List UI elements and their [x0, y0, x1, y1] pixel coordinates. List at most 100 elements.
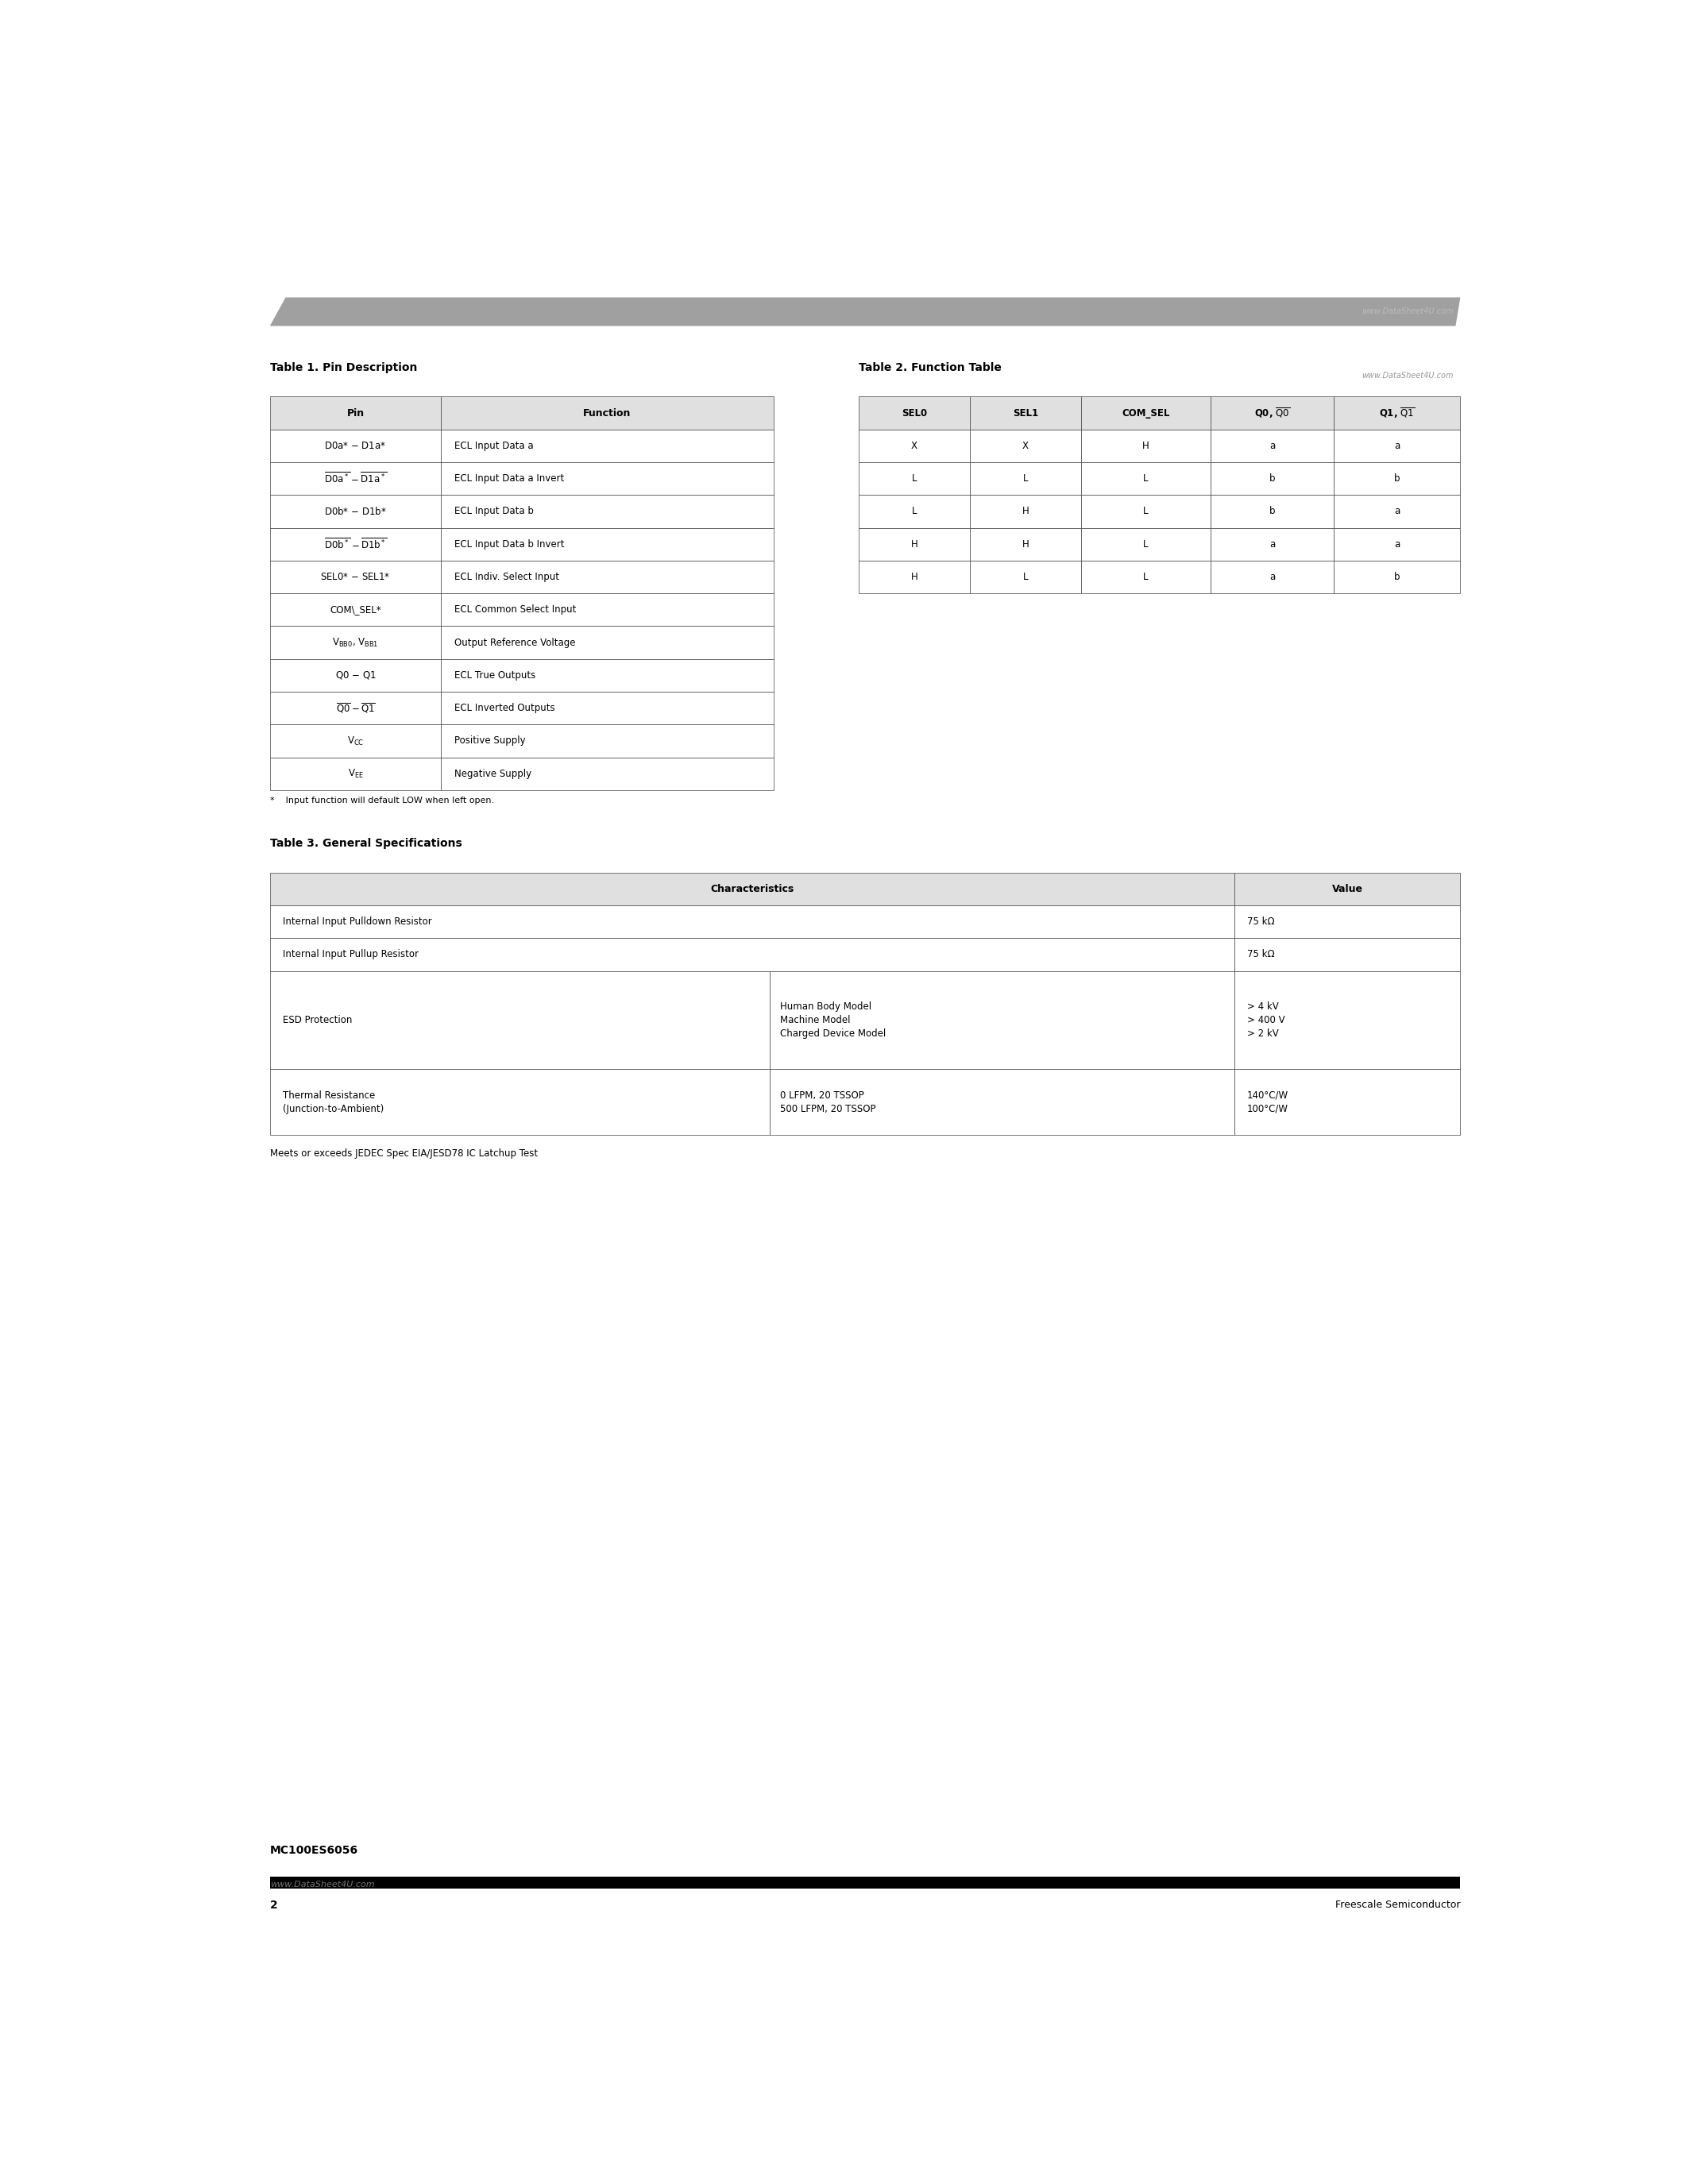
Bar	[1234, 972, 1460, 1070]
Text: Thermal Resistance
(Junction-to-Ambient): Thermal Resistance (Junction-to-Ambient)	[284, 1090, 385, 1114]
Bar	[971, 561, 1082, 594]
Text: Human Body Model
Machine Model
Charged Device Model: Human Body Model Machine Model Charged D…	[780, 1002, 886, 1040]
Text: L: L	[1143, 507, 1148, 518]
Bar	[859, 529, 971, 561]
Bar	[971, 430, 1082, 463]
Text: Output Reference Voltage: Output Reference Voltage	[454, 638, 576, 649]
Text: L: L	[912, 474, 917, 485]
Bar	[270, 397, 441, 430]
Bar	[270, 874, 1234, 906]
Bar	[270, 1876, 1460, 1889]
Bar	[971, 496, 1082, 529]
Bar	[441, 758, 773, 791]
Text: ECL True Outputs: ECL True Outputs	[454, 670, 535, 681]
Bar	[1334, 529, 1460, 561]
Bar	[971, 397, 1082, 430]
Text: Internal Input Pulldown Resistor: Internal Input Pulldown Resistor	[284, 917, 432, 926]
Text: ESD Protection: ESD Protection	[284, 1016, 353, 1024]
Bar	[1234, 906, 1460, 939]
Text: V$_{\mathsf{EE}}$: V$_{\mathsf{EE}}$	[348, 769, 363, 780]
Text: Table 2. Function Table: Table 2. Function Table	[859, 363, 1001, 373]
Bar	[1334, 463, 1460, 496]
Bar	[270, 972, 770, 1070]
Text: SEL0: SEL0	[901, 408, 927, 417]
Bar	[1234, 874, 1460, 906]
Bar	[441, 594, 773, 627]
Text: V$_{\mathsf{BB0}}$, V$_{\mathsf{BB1}}$: V$_{\mathsf{BB0}}$, V$_{\mathsf{BB1}}$	[333, 636, 378, 649]
Text: > 4 kV
> 400 V
> 2 kV: > 4 kV > 400 V > 2 kV	[1247, 1002, 1285, 1040]
Bar	[1234, 939, 1460, 972]
Bar	[441, 660, 773, 692]
Text: COM_SEL: COM_SEL	[1123, 408, 1170, 417]
Text: *    Input function will default LOW when left open.: * Input function will default LOW when l…	[270, 797, 495, 804]
Text: COM\_SEL*: COM\_SEL*	[329, 605, 381, 616]
Text: Q0, $\overline{\mathsf{Q0}}$: Q0, $\overline{\mathsf{Q0}}$	[1254, 406, 1290, 419]
Bar	[1082, 529, 1210, 561]
Bar	[441, 561, 773, 594]
Bar	[441, 529, 773, 561]
Text: X: X	[1023, 441, 1028, 450]
Text: Freescale Semiconductor: Freescale Semiconductor	[1335, 1900, 1460, 1911]
Text: a: a	[1269, 441, 1274, 450]
Text: www.DataSheet4U.com: www.DataSheet4U.com	[1362, 308, 1453, 317]
Text: SEL1: SEL1	[1013, 408, 1038, 417]
Text: L: L	[1143, 572, 1148, 583]
Text: ECL Common Select Input: ECL Common Select Input	[454, 605, 576, 616]
Bar	[270, 529, 441, 561]
Text: Table 3. General Specifications: Table 3. General Specifications	[270, 839, 463, 850]
Bar	[270, 906, 1234, 939]
Text: D0b* $-$ D1b*: D0b* $-$ D1b*	[324, 507, 387, 518]
Bar	[270, 939, 1234, 972]
Bar	[1210, 397, 1334, 430]
Text: Table 1. Pin Description: Table 1. Pin Description	[270, 363, 417, 373]
Bar	[441, 725, 773, 758]
Bar	[1082, 397, 1210, 430]
Text: H: H	[1143, 441, 1150, 450]
Text: ECL Inverted Outputs: ECL Inverted Outputs	[454, 703, 555, 714]
Bar	[770, 1070, 1234, 1136]
Text: b: b	[1269, 507, 1274, 518]
Bar	[270, 725, 441, 758]
Text: L: L	[1143, 474, 1148, 485]
Text: H: H	[1021, 539, 1030, 550]
Text: L: L	[1023, 572, 1028, 583]
Bar	[441, 496, 773, 529]
Text: $\overline{\mathsf{D0a^*}} - \overline{\mathsf{D1a^*}}$: $\overline{\mathsf{D0a^*}} - \overline{\…	[324, 472, 387, 485]
Bar	[270, 660, 441, 692]
Text: a: a	[1394, 539, 1399, 550]
Text: 0 LFPM, 20 TSSOP
500 LFPM, 20 TSSOP: 0 LFPM, 20 TSSOP 500 LFPM, 20 TSSOP	[780, 1090, 876, 1114]
Text: a: a	[1394, 441, 1399, 450]
Text: ECL Input Data b: ECL Input Data b	[454, 507, 533, 518]
Text: Advanced Clock Drivers Device Data: Advanced Clock Drivers Device Data	[1278, 1880, 1460, 1889]
Polygon shape	[270, 297, 1460, 325]
Text: Function: Function	[584, 408, 631, 417]
Text: b: b	[1269, 474, 1274, 485]
Text: 140°C/W
100°C/W: 140°C/W 100°C/W	[1247, 1090, 1288, 1114]
Bar	[971, 463, 1082, 496]
Text: Pin: Pin	[346, 408, 365, 417]
Bar	[770, 972, 1234, 1070]
Text: ECL Indiv. Select Input: ECL Indiv. Select Input	[454, 572, 559, 583]
Text: X: X	[912, 441, 917, 450]
Bar	[1210, 463, 1334, 496]
Text: Meets or exceeds JEDEC Spec EIA/JESD78 IC Latchup Test: Meets or exceeds JEDEC Spec EIA/JESD78 I…	[270, 1149, 538, 1160]
Bar	[270, 1070, 770, 1136]
Text: a: a	[1269, 539, 1274, 550]
Text: L: L	[1023, 474, 1028, 485]
Text: Internal Input Pullup Resistor: Internal Input Pullup Resistor	[284, 950, 419, 959]
Text: ECL Input Data a Invert: ECL Input Data a Invert	[454, 474, 564, 485]
Bar	[1210, 529, 1334, 561]
Text: SEL0* $-$ SEL1*: SEL0* $-$ SEL1*	[321, 572, 390, 583]
Text: Q0 $-$ Q1: Q0 $-$ Q1	[334, 670, 376, 681]
Text: Value: Value	[1332, 885, 1362, 893]
Text: a: a	[1394, 507, 1399, 518]
Text: www.DataSheet4U.com: www.DataSheet4U.com	[270, 1880, 375, 1889]
Bar	[270, 561, 441, 594]
Text: a: a	[1269, 572, 1274, 583]
Bar	[270, 627, 441, 660]
Bar	[441, 430, 773, 463]
Text: 75 kΩ: 75 kΩ	[1247, 950, 1274, 959]
Bar	[1082, 496, 1210, 529]
Text: Negative Supply: Negative Supply	[454, 769, 532, 780]
Text: H: H	[1021, 507, 1030, 518]
